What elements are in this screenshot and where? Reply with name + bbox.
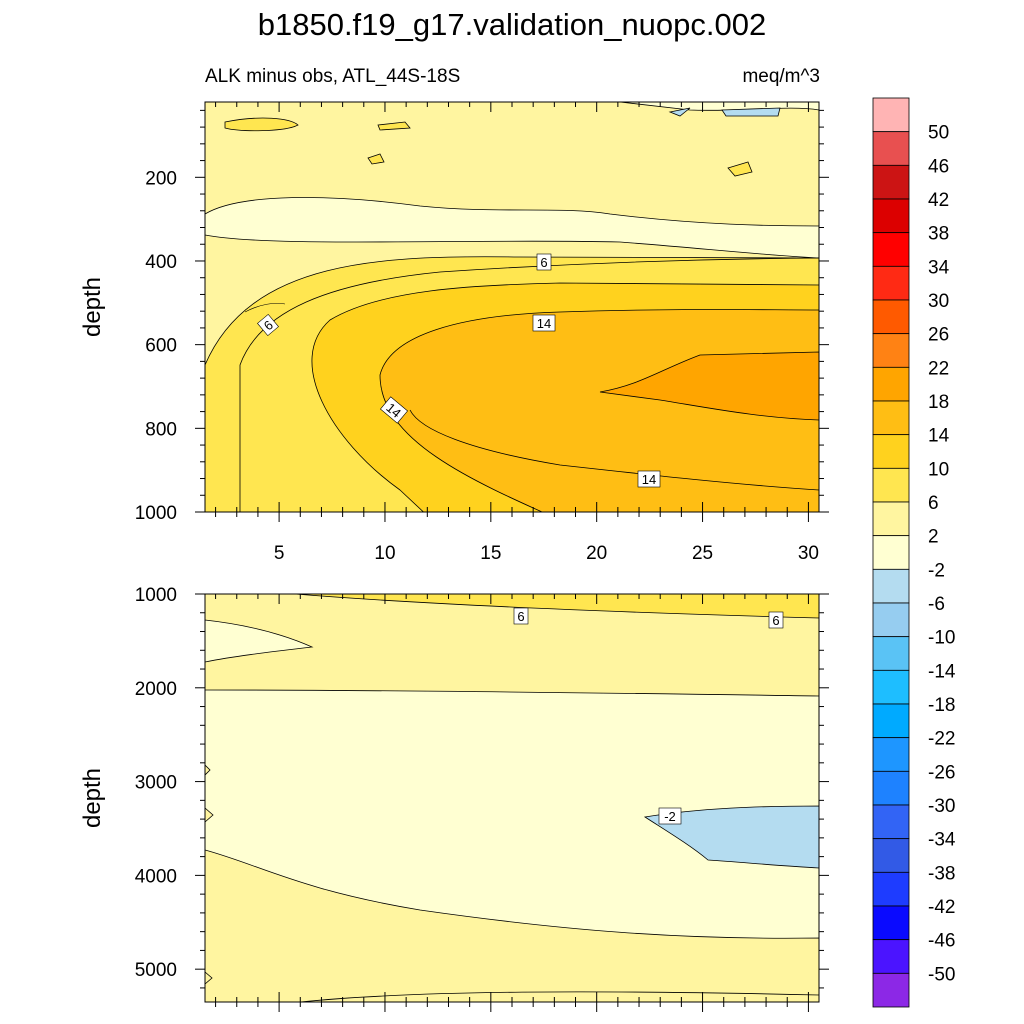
colorbar-label: -22: [928, 729, 955, 750]
colorbar-label: 2: [928, 527, 939, 548]
y-axis-label: depth: [79, 277, 106, 337]
colorbar-label: 34: [928, 257, 950, 278]
colorbar-box: [872, 467, 910, 503]
colorbar-label: -38: [928, 863, 955, 884]
colorbar-label: -6: [928, 594, 945, 615]
colorbar-box: [872, 804, 910, 840]
y-tick-label: 4000: [135, 866, 177, 887]
colorbar-label: 6: [928, 493, 939, 514]
contour-label: -2: [664, 809, 676, 824]
colorbar-box: [872, 232, 910, 267]
colorbar-box: [872, 131, 910, 166]
colorbar-label: -2: [928, 560, 945, 581]
x-tick-label: 10: [374, 543, 395, 564]
colorbar-label: 10: [928, 459, 949, 480]
x-tick-label: 20: [586, 543, 607, 564]
colorbar-label: -34: [928, 830, 956, 851]
colorbar-label: 38: [928, 224, 949, 245]
colorbar-box: [872, 366, 910, 402]
y-tick-label: 600: [145, 336, 177, 357]
colorbar-box: [872, 198, 910, 234]
colorbar-box: [872, 501, 910, 537]
colorbar-box: [872, 871, 910, 907]
contour-label: 14: [537, 316, 551, 331]
colorbar-box: [872, 400, 910, 436]
colorbar-label: 46: [928, 156, 949, 177]
y-tick-label: 3000: [135, 773, 177, 794]
colorbar-label: -42: [928, 897, 955, 918]
colorbar-box: [872, 602, 910, 638]
colorbar-label: 18: [928, 392, 949, 413]
colorbar-box: [872, 939, 910, 974]
lower-panel: 6 6 -2 depth 1000 2000 3000 4000 5000: [79, 585, 829, 1012]
x-tick-label: 15: [480, 543, 501, 564]
lower-contour-labels: 6 6 -2: [513, 607, 784, 825]
contour-label: 6: [517, 609, 524, 624]
contour-label: 6: [540, 255, 547, 270]
y-axis-label: depth: [79, 768, 106, 828]
colorbar-box: [872, 97, 910, 133]
upper-contour-labels: 6 6 14 14 14: [257, 253, 661, 488]
y-tick-label: 5000: [135, 960, 177, 981]
colorbar-label: -30: [928, 796, 955, 817]
colorbar-label: -46: [928, 931, 955, 952]
subtitle-units: meq/m^3: [742, 66, 820, 87]
y-tick-label: 800: [145, 419, 177, 440]
y-tick-label: 400: [145, 252, 177, 273]
colorbar-label: -10: [928, 628, 955, 649]
colorbar-box: [872, 299, 910, 335]
colorbar-box: [872, 703, 910, 739]
colorbar-box: [872, 905, 910, 941]
colorbar-label: -50: [928, 964, 955, 985]
x-tick-label: 5: [274, 543, 285, 564]
colorbar-label: -26: [928, 762, 955, 783]
colorbar-box: [872, 669, 910, 705]
colorbar-box: [872, 770, 910, 806]
lower-band-2to6: [205, 594, 819, 697]
colorbar-label: 50: [928, 123, 949, 144]
lower-band-neg2to-6: [643, 805, 819, 869]
colorbar-label: -14: [928, 661, 956, 682]
colorbar-box: [872, 434, 910, 469]
y-tick-label: 1000: [135, 503, 177, 524]
lower-axis-ticks: 1000 2000 3000 4000 5000: [135, 585, 829, 1012]
colorbar-box: [872, 972, 910, 1008]
x-tick-label: 30: [798, 543, 819, 564]
upper-axis-ticks: 5 10 15 20 25 30 200 400 600 800 1000: [135, 102, 829, 564]
y-tick-label: 200: [145, 168, 177, 189]
colorbar-box: [872, 838, 910, 873]
upper-panel: ALK minus obs, ATL_44S-18S meq/m^3: [79, 66, 829, 564]
subtitle-left: ALK minus obs, ATL_44S-18S: [205, 66, 460, 87]
x-tick-label: 25: [692, 543, 713, 564]
y-tick-label: 1000: [135, 585, 177, 606]
colorbar-box: [872, 333, 910, 368]
colorbar-box: [872, 535, 910, 570]
colorbar-label: 22: [928, 358, 949, 379]
colorbar-box: [872, 737, 910, 772]
colorbar-box: [872, 568, 910, 604]
contour-label: 14: [642, 472, 656, 487]
colorbar-box: [872, 265, 910, 301]
chart-title: b1850.f19_g17.validation_nuopc.002: [258, 7, 767, 42]
colorbar-label: -18: [928, 695, 955, 716]
colorbar-label: 14: [928, 426, 950, 447]
colorbar-box: [872, 164, 910, 200]
colorbar-label: 26: [928, 325, 949, 346]
upper-band-neg6: [668, 107, 691, 117]
colorbar-box: [872, 636, 910, 671]
contour-label: 6: [772, 613, 779, 628]
colorbar-label: 30: [928, 291, 949, 312]
colorbar: 50 46 42 38 34 30 26 22 18 14 10 6 2 -2 -6 -10 -14 -18 -22…: [872, 97, 956, 1008]
y-tick-label: 2000: [135, 679, 177, 700]
colorbar-label: 42: [928, 190, 949, 211]
